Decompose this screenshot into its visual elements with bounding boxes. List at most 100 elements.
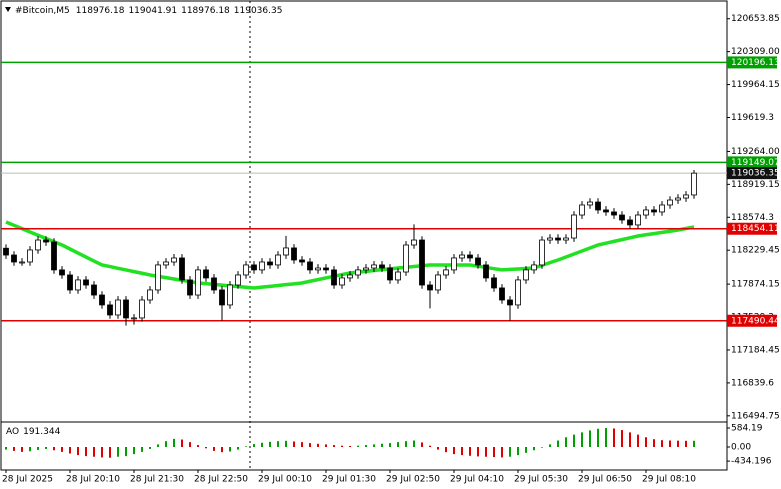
indicator-value: 191.344 [23,427,60,437]
candle-body [339,277,345,286]
candle-body [411,239,417,246]
candle-body [171,257,177,263]
x-tick-label: 29 Jul 01:30 [322,475,376,485]
y-tick-label: 118574.3 [731,213,774,223]
candle-body [219,289,225,306]
candle-body [539,239,545,266]
candle-body [507,299,513,306]
candle-body [451,257,457,271]
candle-body [35,239,41,251]
candle-body [139,299,145,319]
candle-body [19,261,25,264]
y-tick-label: 120309.00 [731,47,780,57]
candle-body [147,289,153,301]
x-tick-label: 28 Jul 20:10 [66,475,120,485]
chart-title: #Bitcoin,M5 [15,6,70,16]
candle-body [475,257,481,266]
candle-body [27,249,33,263]
candle-body [403,244,409,273]
candle-body [579,204,585,216]
candle-body [547,237,553,241]
level-label-bg [727,56,777,69]
y-tick-label: 117184.45 [731,345,780,355]
candle-body [531,264,537,271]
candle-body [499,287,505,301]
candle-body [587,201,593,206]
x-tick-label: 29 Jul 04:10 [450,475,504,485]
candle-body [683,194,689,199]
candle-body [571,214,577,239]
x-tick-label: 29 Jul 06:50 [578,475,632,485]
candle-body [51,241,57,271]
candle-body [595,201,601,211]
candle-body [355,269,361,276]
candle-body [563,237,569,241]
y-tick-label: 120653.85 [731,14,780,24]
y2-tick-label: 584.19 [731,424,763,434]
candle-body [163,261,169,266]
candle-body [491,277,497,289]
candle-body [107,304,113,316]
candle-body [435,274,441,291]
candle-body [59,269,65,276]
header-value: 119036.35 [234,6,283,16]
y2-tick-label: 0.00 [731,442,751,452]
level-label-bg [727,156,777,169]
symbol-marker [5,7,11,12]
candle-body [75,279,81,291]
candle-body [659,204,665,213]
candle-body [323,267,329,271]
level-label: 120196.13 [731,58,780,68]
candle-body [651,209,657,213]
candle-body [299,259,305,263]
candle-body [283,247,289,256]
level-label-bg [727,314,777,327]
candle-body [251,264,257,271]
candle-body [315,267,321,271]
header-value: 118976.18 [76,6,125,16]
candle-body [619,214,625,221]
candle-body [179,257,185,281]
y-tick-label: 116494.75 [731,411,780,421]
candle-body [291,247,297,261]
level-label: 117490.44 [731,316,780,326]
level-label-bg [727,222,777,235]
indicator-title: AO [6,427,19,437]
y-tick-label: 118229.45 [731,246,780,256]
candle-body [259,261,265,271]
candle-body [3,247,9,256]
x-tick-label: 28 Jul 2025 [2,475,53,485]
candle-body [443,269,449,276]
header-value: 119041.91 [128,6,177,16]
candle-body [515,279,521,306]
indicator-header: AO 191.344 [6,427,61,437]
candle-body [483,264,489,279]
candle-body [427,284,433,291]
candle-body [387,267,393,281]
candle-body [203,269,209,279]
candle-body [211,277,217,291]
candle-body [307,261,313,271]
candle-body [67,274,73,291]
level-label: 118454.11 [731,224,780,234]
candle-body [235,274,241,286]
y-tick-label: 118919.15 [731,180,780,190]
x-tick-label: 28 Jul 21:30 [130,475,184,485]
candle-body [363,267,369,271]
candle-body [675,197,681,201]
candle-body [603,209,609,213]
chart-header: #Bitcoin,M5 118976.18 119041.91 118976.18 11… [15,6,282,16]
y-tick-label: 117874.15 [731,280,780,290]
x-tick-label: 28 Jul 22:50 [194,475,248,485]
candle-body [275,254,281,266]
x-tick-label: 29 Jul 00:10 [258,475,312,485]
x-tick-label: 29 Jul 02:50 [386,475,440,485]
candle-body [467,254,473,259]
candle-body [195,269,201,296]
x-tick-label: 29 Jul 05:30 [514,475,568,485]
candle-body [115,299,121,316]
candle-body [667,199,673,206]
y-tick-label: 119619.3 [731,113,774,123]
